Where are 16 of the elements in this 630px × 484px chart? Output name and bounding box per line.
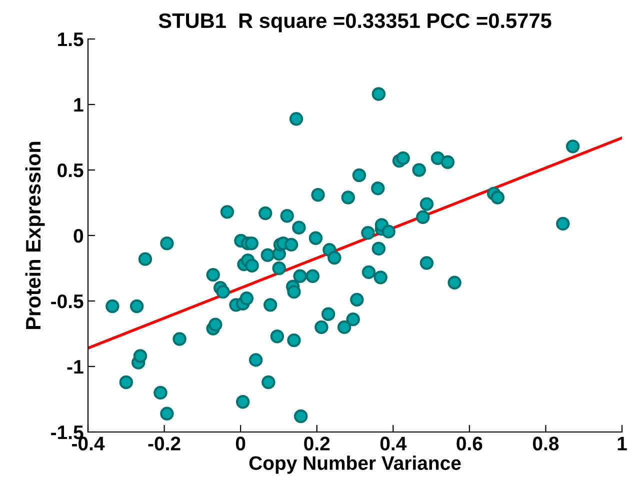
x-axis-title: Copy Number Variance [249, 456, 461, 474]
y-tick-label: -1 [67, 360, 84, 374]
y-tick-label: 1.5 [58, 32, 84, 46]
y-axis-title: Protein Expression [25, 142, 45, 330]
x-tick-label: -0.2 [148, 436, 180, 450]
x-tick-label: 0.2 [304, 436, 330, 450]
y-tick-label: -0.5 [51, 294, 84, 308]
x-tick-label: 0.8 [532, 436, 559, 450]
x-tick-label: 0.4 [380, 436, 407, 450]
x-tick-label: 0.6 [456, 436, 482, 450]
x-tick-label: 0 [236, 436, 246, 450]
x-tick-label: 1 [618, 436, 627, 450]
y-tick-label: 0 [74, 228, 84, 243]
y-tick-label: 1 [74, 98, 84, 112]
chart-title: STUB1 R square =0.33351 PCC =0.5775 [158, 13, 552, 32]
y-tick-label: 0.5 [58, 163, 84, 178]
